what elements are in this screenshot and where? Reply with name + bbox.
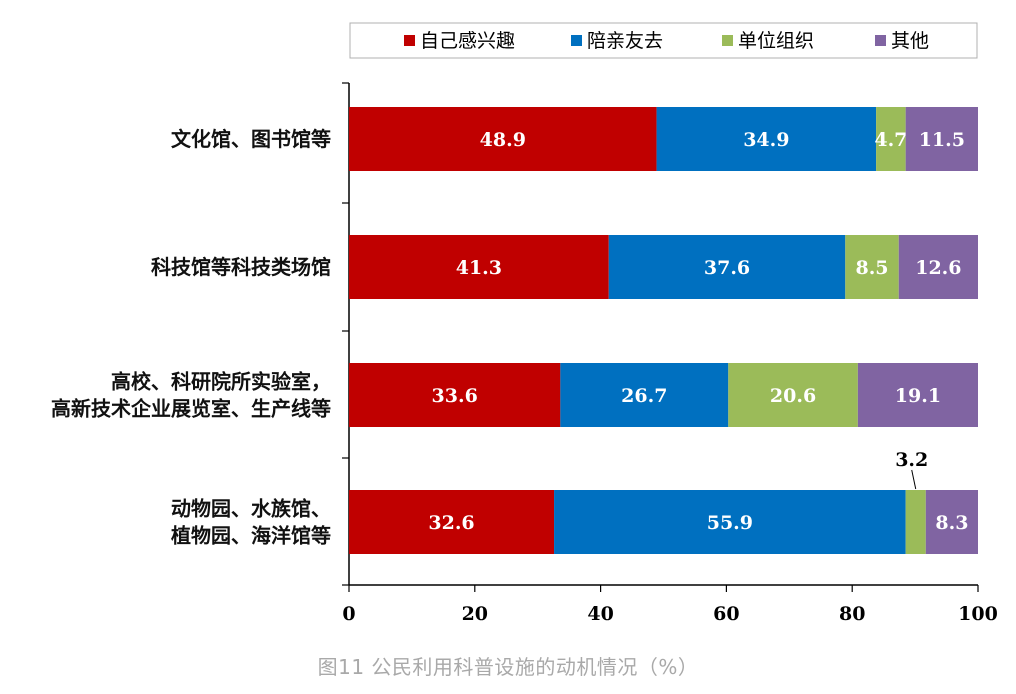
legend-swatch <box>875 35 886 46</box>
bar-segment <box>905 107 978 171</box>
bar-value-label: 3.2 <box>895 449 928 471</box>
bar-segment <box>349 235 609 299</box>
bar-segment <box>925 490 978 554</box>
legend-swatch <box>404 35 415 46</box>
category-label: 动物园、水族馆、 <box>171 497 331 521</box>
legend-label: 单位组织 <box>738 30 814 52</box>
bar-segment <box>898 235 978 299</box>
bar-segment <box>857 363 978 427</box>
x-tick-label: 20 <box>462 603 488 625</box>
category-label: 高新技术企业展览室、生产线等 <box>51 397 331 421</box>
x-tick-label: 100 <box>958 603 998 625</box>
legend-swatch <box>571 35 582 46</box>
legend-label: 其他 <box>891 30 929 52</box>
bar-segment <box>349 490 555 554</box>
category-label: 科技馆等科技类场馆 <box>151 255 331 279</box>
bar-segment <box>905 490 926 554</box>
category-label: 植物园、海洋馆等 <box>171 524 331 548</box>
bar-segment <box>349 363 561 427</box>
bar-value-label: 8.5 <box>855 257 888 279</box>
bar-value-label: 26.7 <box>621 385 667 407</box>
bar-segment <box>608 235 846 299</box>
legend: 自己感兴趣 陪亲友去 单位组织 其他 <box>349 22 978 59</box>
bar-value-label: 19.1 <box>895 385 941 407</box>
bar-segment <box>554 490 906 554</box>
bar-segment <box>876 107 906 171</box>
category-label: 高校、科研院所实验室， <box>111 370 331 394</box>
bar-value-label: 11.5 <box>919 129 965 151</box>
bar-value-label: 37.6 <box>704 257 750 279</box>
legend-swatch <box>722 35 733 46</box>
x-tick-label: 40 <box>587 603 613 625</box>
bar-segment <box>560 363 729 427</box>
bar-segment <box>728 363 858 427</box>
bar-value-label: 12.6 <box>915 257 961 279</box>
bar-segment <box>845 235 899 299</box>
bar-value-label: 55.9 <box>707 512 753 534</box>
stacked-bar-chart: 自己感兴趣 陪亲友去 单位组织 其他 0 20 40 60 80 100 48.9 34.9 4.7… <box>51 22 998 625</box>
bar-value-label: 20.6 <box>770 385 816 407</box>
chart-frame: 自己感兴趣 陪亲友去 单位组织 其他 0 20 40 60 80 100 48.9 34.9 4.7… <box>51 22 998 625</box>
legend-label: 陪亲友去 <box>587 30 663 52</box>
bar-value-label: 48.9 <box>480 129 526 151</box>
bar-value-label: 32.6 <box>428 512 474 534</box>
bar-segment <box>349 107 657 171</box>
bars: 48.9 34.9 4.7 11.5 41.3 37.6 8.5 12.6 33.6 26.7 20… <box>349 107 978 554</box>
figure-caption: 图11 公民利用科普设施的动机情况（%） <box>317 655 699 679</box>
legend-box <box>349 22 978 59</box>
legend-label: 自己感兴趣 <box>420 30 515 52</box>
bar-value-label: 33.6 <box>432 385 478 407</box>
bar-value-label: 34.9 <box>743 129 789 151</box>
x-tick-label: 0 <box>342 603 355 625</box>
bar-segment <box>656 107 877 171</box>
bar-value-label: 41.3 <box>456 257 502 279</box>
bar-value-label: 8.3 <box>935 512 968 534</box>
x-tick-label: 80 <box>839 603 865 625</box>
category-label: 文化馆、图书馆等 <box>171 127 331 151</box>
x-tick-label: 60 <box>713 603 739 625</box>
bar-value-label: 4.7 <box>874 129 907 151</box>
label-leader-line <box>911 469 917 490</box>
